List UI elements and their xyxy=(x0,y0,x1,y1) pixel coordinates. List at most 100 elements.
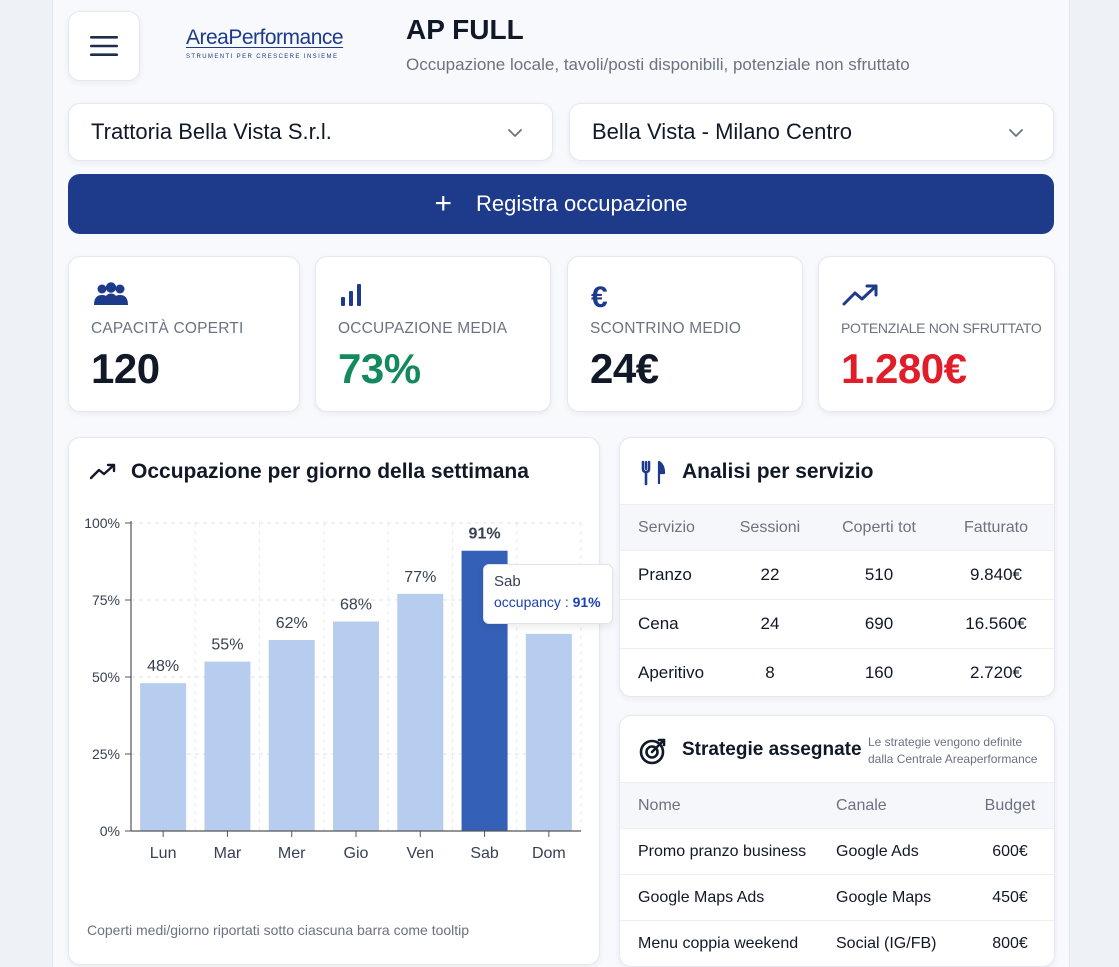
occupancy-bar-chart: 0% 25% 50% 75% 100% 48% Lun 55% Mar 62% Mer 68% Gio 7… xyxy=(84,515,582,862)
plus-icon: + xyxy=(434,187,452,220)
table-row: Pranzo 22 510 9.840€ xyxy=(620,550,1054,600)
service-analysis-card: Analisi per servizio Servizio Sessioni C… xyxy=(619,437,1055,697)
logo: AreaPerformance STRUMENTI PER CRESCERE I… xyxy=(186,26,351,60)
page-subtitle: Occupazione locale, tavoli/posti disponi… xyxy=(406,55,910,74)
table-row: Cena 24 690 16.560€ xyxy=(620,599,1054,649)
chart-note: Coperti medi/giorno riportati sotto cias… xyxy=(87,922,470,938)
company-select-value: Trattoria Bella Vista S.r.l. xyxy=(91,119,332,144)
column-header: Servizio xyxy=(620,504,720,551)
table-cell: 9.840€ xyxy=(938,550,1054,600)
table-cell: 2.720€ xyxy=(970,663,1022,683)
table-row: Aperitivo 8 160 2.720€ xyxy=(620,649,1054,697)
table-cell: Google Ads xyxy=(836,828,966,875)
column-header: Budget xyxy=(966,782,1054,829)
bar-ven xyxy=(397,593,444,831)
table-cell: Pranzo xyxy=(620,550,720,600)
services-table: Servizio Sessioni Coperti tot Fatturato … xyxy=(620,504,1054,697)
table-cell: 510 xyxy=(820,550,938,600)
y-tick-label: 50% xyxy=(92,669,120,685)
kpi-value: 120 xyxy=(91,345,160,392)
data-label: 55% xyxy=(211,637,243,654)
location-select-value: Bella Vista - Milano Centro xyxy=(592,119,853,144)
table-cell: Google Maps Ads xyxy=(620,874,836,921)
kpi-value: 73% xyxy=(338,345,421,392)
data-label: 77% xyxy=(404,569,436,586)
logo-name: AreaPerformance xyxy=(186,26,344,49)
table-cell: 22 xyxy=(720,550,820,600)
table-cell: 450€ xyxy=(966,874,1054,921)
x-tick-label: Dom xyxy=(532,845,566,862)
table-cell: Google Maps xyxy=(836,874,966,921)
services-title: Analisi per servizio xyxy=(682,460,874,483)
column-header: Fatturato xyxy=(938,504,1054,551)
logo-tagline: STRUMENTI PER CRESCERE INSIEME xyxy=(186,54,339,60)
hamburger-icon xyxy=(90,36,118,56)
table-cell: Menu coppia weekend xyxy=(638,934,799,952)
column-header: Canale xyxy=(836,782,966,829)
company-select[interactable]: Trattoria Bella Vista S.r.l. xyxy=(68,103,553,161)
x-tick-label: Gio xyxy=(344,845,369,862)
target-icon xyxy=(639,738,666,765)
data-label: 62% xyxy=(276,615,308,632)
page-title: AP FULL xyxy=(406,14,524,45)
table-cell: 600€ xyxy=(966,828,1054,875)
tooltip-value: occupancy : 91% xyxy=(494,594,601,610)
column-header: Sessioni xyxy=(720,504,820,551)
table-cell: 24 xyxy=(720,599,820,649)
column-header: Coperti tot xyxy=(820,504,938,551)
x-tick-label: Lun xyxy=(150,845,177,862)
y-tick-label: 100% xyxy=(84,515,120,531)
kpi-value: 1.280€ xyxy=(841,345,967,392)
table-row: Promo pranzo business Google Ads 600€ xyxy=(620,828,1054,875)
register-occupancy-button[interactable]: + Registra occupazione xyxy=(68,174,1054,234)
cutlery-icon xyxy=(641,460,666,486)
tooltip-title: Sab xyxy=(494,573,521,590)
table-cell: Cena xyxy=(620,599,720,649)
chevron-down-icon xyxy=(1009,129,1023,137)
register-occupancy-label: Registra occupazione xyxy=(475,191,688,216)
x-tick-label: Sab xyxy=(470,845,499,862)
bar-mer xyxy=(268,640,315,831)
data-label: 91% xyxy=(469,526,501,543)
strategies-title: Strategie assegnate xyxy=(682,739,862,760)
location-select[interactable]: Bella Vista - Milano Centro xyxy=(569,103,1054,161)
kpi-card-untapped-potential: POTENZIALE NON SFRUTTATO 1.280€ xyxy=(818,256,1055,412)
strategies-table: Nome Canale Budget Promo pranzo business… xyxy=(620,782,1054,967)
data-label: 48% xyxy=(147,658,179,675)
table-cell: Social (IG/FB) xyxy=(836,934,937,952)
kpi-label: OCCUPAZIONE MEDIA xyxy=(338,320,508,337)
kpi-label: SCONTRINO MEDIO xyxy=(590,320,742,337)
y-tick-label: 25% xyxy=(92,746,120,762)
bar-chart-icon xyxy=(341,284,361,306)
x-tick-label: Mar xyxy=(214,845,242,862)
y-tick-label: 0% xyxy=(100,823,120,839)
column-header: Nome xyxy=(620,782,836,829)
chevron-down-icon xyxy=(508,129,522,137)
kpi-card-average-receipt: € SCONTRINO MEDIO 24€ xyxy=(567,256,803,412)
bar-gio xyxy=(333,621,379,831)
table-cell: Aperitivo xyxy=(638,663,705,683)
kpi-label: CAPACITÀ COPERTI xyxy=(91,320,244,337)
bar-lun xyxy=(140,683,187,831)
bar-dom xyxy=(525,633,572,831)
table-cell: 690 xyxy=(820,599,938,649)
table-cell: 8 xyxy=(765,663,775,683)
chart-tooltip: Sab occupancy : 91% xyxy=(483,564,613,624)
kpi-card-occupancy: OCCUPAZIONE MEDIA 73% xyxy=(315,256,551,412)
table-cell: 160 xyxy=(864,663,894,683)
trending-up-icon xyxy=(842,284,878,306)
table-cell: Promo pranzo business xyxy=(620,828,836,875)
chart-title: Occupazione per giorno della settimana xyxy=(131,460,529,483)
menu-button[interactable] xyxy=(68,11,140,81)
table-row: Menu coppia weekend Social (IG/FB) 800€ xyxy=(620,921,1054,967)
x-tick-label: Mer xyxy=(278,845,306,862)
strategies-card: Strategie assegnate Le strategie vengono… xyxy=(619,715,1055,967)
occupancy-chart-card: Occupazione per giorno della settimana 0… xyxy=(68,437,613,965)
trending-up-icon xyxy=(89,463,116,480)
table-cell: 800€ xyxy=(992,934,1028,952)
svg-text:€: € xyxy=(591,281,608,311)
users-icon xyxy=(94,282,128,305)
data-label: 68% xyxy=(340,597,372,614)
kpi-label: POTENZIALE NON SFRUTTATO xyxy=(841,320,1042,336)
strategies-note: Le strategie vengono definite dalla Cent… xyxy=(868,735,1038,766)
